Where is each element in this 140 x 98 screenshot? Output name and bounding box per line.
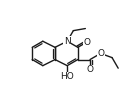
Text: N: N xyxy=(64,37,71,46)
Text: O: O xyxy=(97,49,104,58)
Text: HO: HO xyxy=(60,72,74,81)
Text: O: O xyxy=(87,65,94,74)
Text: O: O xyxy=(83,38,90,47)
